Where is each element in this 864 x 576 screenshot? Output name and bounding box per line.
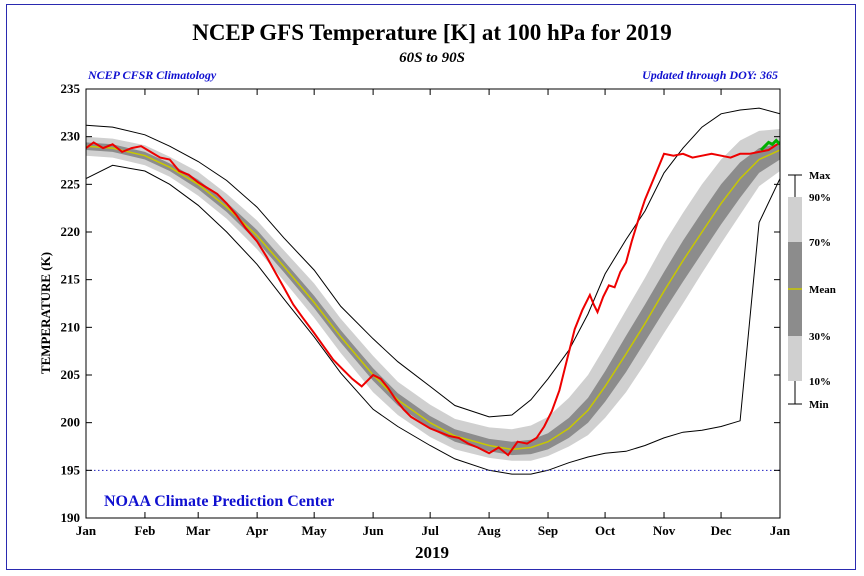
x-axis-label: 2019 — [415, 543, 449, 562]
data-lines — [86, 107, 780, 475]
x-tick-label: Jun — [363, 523, 385, 538]
y-tick-label: 195 — [61, 462, 81, 477]
update-status-label: Updated through DOY: 365 — [642, 68, 778, 82]
plot-border — [85, 88, 781, 519]
x-tick-label: Aug — [478, 523, 502, 538]
band-30-70 — [86, 142, 780, 456]
legend-label: Max — [809, 170, 831, 182]
climatology-bands — [86, 129, 780, 461]
y-tick-label: 210 — [61, 319, 81, 334]
y-tick-label: 220 — [61, 224, 81, 239]
legend-label: 70% — [809, 237, 831, 249]
y-axis-label: TEMPERATURE (K) — [38, 252, 53, 374]
legend: Max 90% 70% Mean 30% 10% Min — [788, 170, 836, 411]
legend-label: 30% — [809, 331, 831, 343]
max-line — [86, 107, 780, 418]
y-tick-label: 205 — [61, 367, 81, 382]
y-tick-label: 200 — [61, 415, 81, 430]
x-tick-label: Apr — [246, 523, 269, 538]
x-tick-label: Mar — [186, 523, 211, 538]
x-tick-label: May — [302, 523, 328, 538]
mean-line — [86, 145, 780, 451]
min-line — [86, 164, 780, 475]
y-tick-label: 190 — [61, 510, 81, 525]
x-tick-label: Feb — [134, 523, 155, 538]
y-tick-label: 235 — [61, 81, 81, 96]
chart-subtitle: 60S to 90S — [399, 50, 465, 66]
legend-band-lower — [788, 336, 802, 381]
series-line-recent — [759, 138, 780, 152]
legend-label: Mean — [809, 284, 836, 296]
series-line-2019 — [86, 141, 780, 457]
legend-label: 90% — [809, 192, 831, 204]
x-tick-label: Jan — [76, 523, 97, 538]
x-tick-label: Jan — [770, 523, 791, 538]
climatology-source-label: NCEP CFSR Climatology — [88, 68, 217, 82]
watermark-label: NOAA Climate Prediction Center — [104, 493, 334, 510]
legend-label: Min — [809, 399, 829, 411]
chart-frame — [6, 4, 856, 570]
axes: 190 195 200 205 210 215 220 225 230 235 Jan Feb Mar A… — [61, 81, 791, 538]
x-tick-label: Sep — [538, 523, 558, 538]
legend-band-upper — [788, 197, 802, 242]
y-tick-label: 215 — [61, 272, 81, 287]
y-tick-label: 225 — [61, 176, 81, 191]
x-tick-label: Nov — [653, 523, 676, 538]
y-tick-label: 230 — [61, 129, 81, 144]
x-tick-label: Jul — [421, 523, 439, 538]
x-tick-label: Dec — [711, 523, 732, 538]
x-tick-label: Oct — [595, 523, 616, 538]
chart-title: NCEP GFS Temperature [K] at 100 hPa for … — [192, 20, 672, 45]
legend-label: 10% — [809, 376, 831, 388]
